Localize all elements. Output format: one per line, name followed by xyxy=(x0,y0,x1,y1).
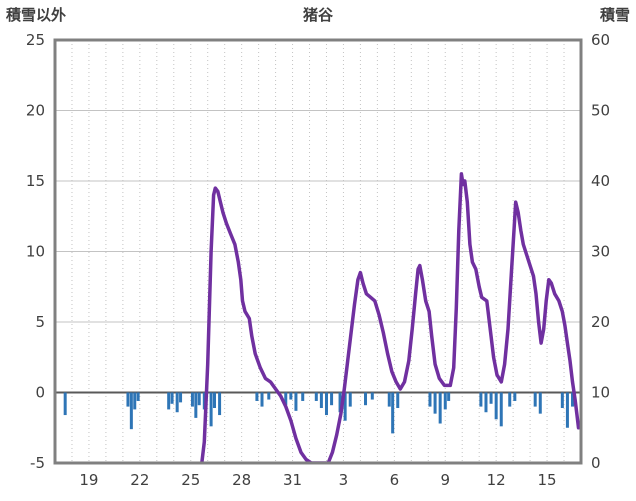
svg-text:0: 0 xyxy=(591,454,601,472)
svg-text:25: 25 xyxy=(26,31,45,49)
non-snow-bars xyxy=(63,392,575,434)
svg-text:-5: -5 xyxy=(30,454,45,472)
svg-text:12: 12 xyxy=(487,471,506,489)
svg-text:3: 3 xyxy=(339,471,349,489)
svg-text:20: 20 xyxy=(26,102,45,120)
svg-text:6: 6 xyxy=(390,471,400,489)
svg-text:15: 15 xyxy=(26,172,45,190)
svg-text:0: 0 xyxy=(35,384,45,402)
svg-text:20: 20 xyxy=(591,313,610,331)
right-axis-title: 積雪 xyxy=(599,6,630,24)
svg-text:28: 28 xyxy=(232,471,251,489)
svg-text:60: 60 xyxy=(591,31,610,49)
plot-frame xyxy=(53,38,583,465)
svg-text:40: 40 xyxy=(591,172,610,190)
svg-text:9: 9 xyxy=(440,471,450,489)
svg-text:10: 10 xyxy=(591,384,610,402)
svg-text:5: 5 xyxy=(35,313,45,331)
left-axis-title: 積雪以外 xyxy=(6,6,67,24)
svg-text:25: 25 xyxy=(181,471,200,489)
svg-text:19: 19 xyxy=(79,471,98,489)
left-axis-tick-labels: -5 0 5 10 15 20 25 xyxy=(26,31,45,472)
svg-text:22: 22 xyxy=(130,471,149,489)
svg-text:30: 30 xyxy=(591,243,610,261)
snow-depth-line xyxy=(200,172,581,463)
svg-text:31: 31 xyxy=(283,471,302,489)
svg-text:10: 10 xyxy=(26,243,45,261)
right-axis-tick-labels: 0 10 20 30 40 50 60 xyxy=(591,31,610,472)
svg-text:15: 15 xyxy=(538,471,557,489)
x-axis-tick-labels: 19 22 25 28 31 3 6 9 12 15 xyxy=(79,471,556,489)
horizontal-gridlines xyxy=(55,110,581,323)
svg-text:50: 50 xyxy=(591,102,610,120)
